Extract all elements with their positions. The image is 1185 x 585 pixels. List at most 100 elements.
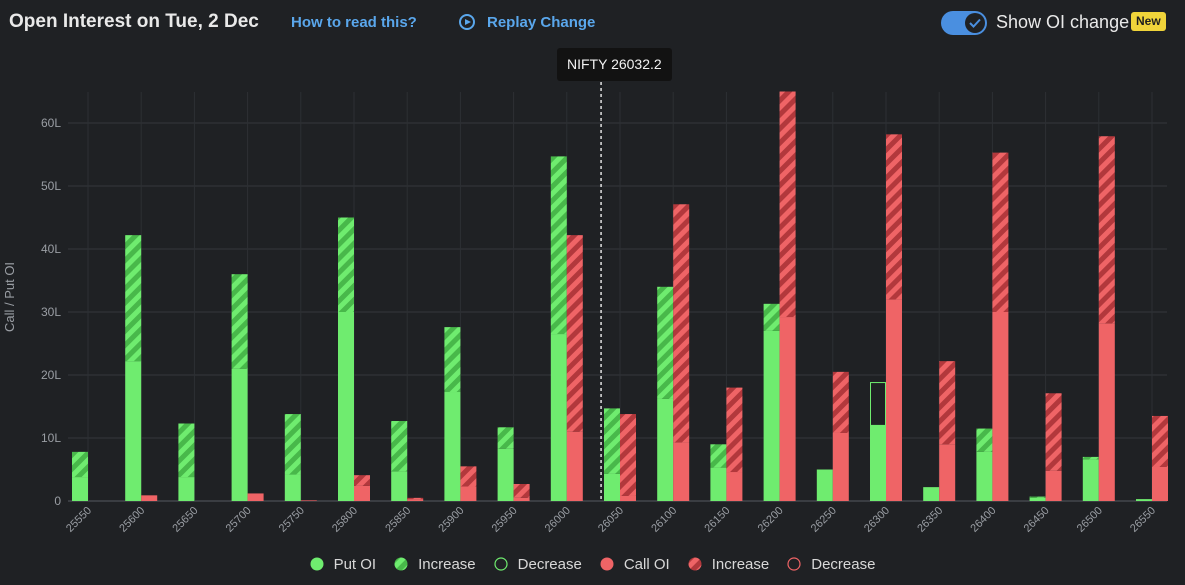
put-increase-bar <box>657 286 674 399</box>
new-badge: New <box>1131 12 1166 31</box>
legend-call-increase-swatch <box>688 557 702 571</box>
y-tick-label: 50L <box>41 179 61 193</box>
legend-put-increase[interactable]: Increase <box>394 556 476 573</box>
legend-call-swatch <box>600 557 614 571</box>
call-increase-bar <box>992 152 1009 312</box>
call-increase-bar <box>726 387 743 473</box>
put-decrease-bar <box>870 382 886 426</box>
call-increase-bar <box>779 91 796 318</box>
check-icon <box>965 13 985 33</box>
x-tick-label: 26500 <box>1075 505 1105 535</box>
put-increase-bar <box>1082 456 1099 460</box>
legend-put-decrease-label: Decrease <box>517 555 582 573</box>
y-tick-label: 60L <box>41 116 61 130</box>
call-oi-bar <box>1045 470 1062 501</box>
call-increase-bar <box>354 475 370 486</box>
legend-put-increase-swatch <box>394 557 408 571</box>
x-tick-label: 26250 <box>809 505 839 535</box>
call-increase-bar <box>886 134 902 300</box>
y-tick-label: 30L <box>41 305 61 319</box>
call-oi-bar <box>673 442 690 501</box>
page-title: Open Interest on Tue, 2 Dec <box>9 11 259 32</box>
put-oi-bar <box>870 425 886 501</box>
put-oi-bar <box>1082 459 1099 501</box>
y-axis-ticks: 0 10L 20L 30L 40L 50L 60L <box>41 116 61 508</box>
legend-put-decrease-swatch <box>494 557 508 571</box>
call-increase-bar <box>566 235 583 432</box>
call-increase-bar <box>460 466 477 487</box>
x-tick-label: 25650 <box>170 505 200 535</box>
put-oi-bar <box>710 467 727 501</box>
legend-put-oi[interactable]: Put OI <box>310 555 377 573</box>
put-increase-bar <box>497 427 514 449</box>
x-tick-label: 25900 <box>436 505 466 535</box>
legend-put-decrease[interactable]: Decrease <box>494 556 582 573</box>
put-oi-bar <box>604 473 620 501</box>
call-oi-bar <box>141 495 158 501</box>
x-tick-label: 26050 <box>596 505 626 535</box>
put-increase-bar <box>178 423 195 478</box>
put-oi-bar <box>338 312 354 501</box>
put-increase-bar <box>72 451 88 478</box>
x-tick-label: 25700 <box>224 505 254 535</box>
x-tick-label: 26300 <box>862 505 892 535</box>
replay-change-button[interactable]: Replay Change <box>459 12 595 32</box>
put-oi-bar <box>1136 499 1152 501</box>
x-tick-label: 26350 <box>915 505 945 535</box>
put-increase-bar <box>604 408 620 474</box>
y-axis-label: Call / Put OI <box>2 262 17 332</box>
x-axis-ticks: 25550 25600 25650 25700 25750 25800 25850 25900… <box>64 505 1158 535</box>
put-increase-bar <box>338 217 354 312</box>
put-oi-bar <box>976 451 993 501</box>
spot-price-label: NIFTY 26032.2 <box>557 48 672 81</box>
x-tick-label: 26400 <box>968 505 998 535</box>
put-oi-bar <box>231 368 248 501</box>
put-increase-bar <box>391 420 408 472</box>
legend-put-swatch <box>310 557 324 571</box>
call-oi-bar <box>992 312 1009 501</box>
put-oi-bar <box>125 361 142 501</box>
call-increase-bar <box>673 204 690 443</box>
put-increase-bar <box>444 327 461 393</box>
call-oi-bar <box>726 472 743 501</box>
call-oi-bar <box>460 486 477 501</box>
legend-call-decrease[interactable]: Decrease <box>787 556 875 573</box>
legend-call-oi[interactable]: Call OI <box>600 556 670 573</box>
put-oi-bar <box>816 469 833 501</box>
legend-put-oi-label: Put OI <box>333 555 377 573</box>
y-tick-label: 20L <box>41 368 61 382</box>
put-increase-bar <box>763 303 780 331</box>
replay-change-label: Replay Change <box>487 13 596 31</box>
y-tick-label: 40L <box>41 242 61 256</box>
legend-call-increase[interactable]: Increase <box>688 556 769 573</box>
call-increase-bar <box>1098 136 1115 324</box>
how-to-read-link[interactable]: How to read this? <box>291 14 417 31</box>
put-oi-bar <box>923 487 940 501</box>
x-tick-label: 26550 <box>1128 505 1158 535</box>
call-oi-bar <box>300 500 317 501</box>
put-oi-bar <box>284 474 301 501</box>
call-oi-bar <box>513 497 530 501</box>
call-oi-bar <box>1152 466 1168 501</box>
put-increase-bar <box>125 235 142 362</box>
put-oi-bar <box>657 398 674 501</box>
put-increase-bar <box>284 414 301 475</box>
put-oi-bar <box>497 448 514 501</box>
show-oi-change-toggle[interactable] <box>941 11 987 35</box>
put-oi-bar <box>178 477 195 501</box>
call-oi-bar <box>354 485 370 501</box>
put-oi-bar <box>391 471 408 501</box>
x-tick-label: 26100 <box>649 505 679 535</box>
x-tick-label: 25800 <box>330 505 360 535</box>
put-increase-bar <box>231 274 248 369</box>
chart-header: Open Interest on Tue, 2 Dec How to read … <box>0 0 1185 44</box>
call-increase-bar <box>1045 393 1062 471</box>
call-oi-bar <box>886 299 902 501</box>
call-oi-bar <box>779 317 796 501</box>
put-increase-bar <box>550 156 567 335</box>
call-oi-bar <box>407 499 424 501</box>
x-tick-label: 25850 <box>383 505 413 535</box>
x-tick-label: 25750 <box>277 505 307 535</box>
call-increase-bar <box>513 483 530 498</box>
put-oi-bar <box>763 330 780 501</box>
